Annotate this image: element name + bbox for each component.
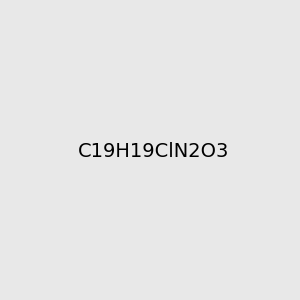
Text: C19H19ClN2O3: C19H19ClN2O3 [78,142,230,161]
